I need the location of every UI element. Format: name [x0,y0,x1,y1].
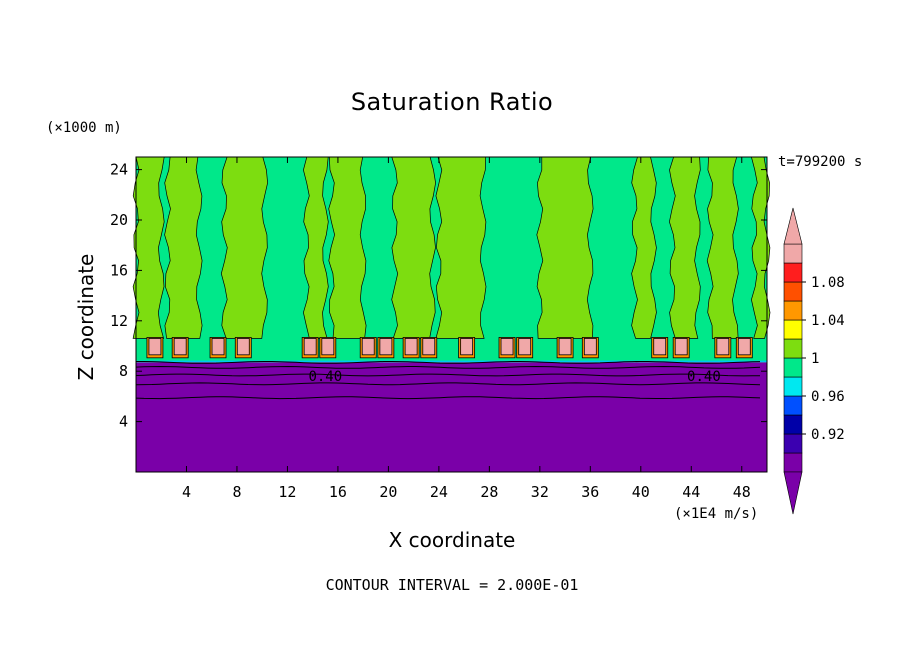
contour-line [135,396,761,400]
contour-line [135,382,761,386]
wet-column [435,156,487,339]
legend-swatch [783,395,803,416]
supersaturated-cell [303,338,317,356]
x-tick-label: 32 [531,483,549,501]
contour-line [136,361,761,364]
supersaturated-cell [422,338,436,356]
contour-label-group: 0.40 0.40 [308,369,720,385]
supersaturated-cell [653,338,667,356]
y-tick-label: 12 [110,312,128,330]
supersaturated-cell [211,338,225,356]
wet-column [536,156,594,339]
supersaturated-cells [146,337,753,359]
y-tick-label: 24 [110,161,128,179]
color-legend: 0.92 0.96 1 1.04 1.08 [783,207,845,515]
x-tick-label: 4 [182,483,191,501]
legend-swatch [783,376,803,397]
legend-label: 0.92 [811,427,845,443]
y-tick-label: 4 [119,413,128,431]
contour-line [135,373,761,377]
x-tick-label: 20 [379,483,397,501]
legend-swatch [783,357,803,378]
x-axis-label: X coordinate [388,528,516,552]
legend-swatch [783,319,803,340]
contour-lines [135,361,761,400]
y-tick-label: 20 [110,211,128,229]
wet-column [328,156,367,339]
supersaturated-cell [404,338,418,356]
legend-swatch [783,452,803,473]
legend-swatch [783,414,803,435]
wet-column [391,156,436,339]
wet-column [220,156,268,339]
supersaturated-cell [518,338,532,356]
wet-column [669,156,701,339]
legend-swatch [783,262,803,283]
supersaturated-cell [173,338,187,356]
contour-line [135,365,761,369]
supersaturated-cell [716,338,730,356]
legend-label: 0.96 [811,389,845,405]
x-tick-label: 16 [329,483,347,501]
supersaturated-cell [558,338,572,356]
y-tick-label: 8 [119,362,128,380]
x-tick-label: 12 [278,483,296,501]
x-tick-label: 8 [232,483,241,501]
x-tick-label: 44 [682,483,700,501]
supersaturated-cell [148,338,162,356]
wet-column [631,156,657,339]
time-label: t=799200 s [778,154,863,170]
supersaturated-cell [321,338,335,356]
wet-column [132,156,165,339]
legend-label: 1 [811,351,819,367]
legend-swatch [783,338,803,359]
plot-field [132,156,771,472]
supersaturated-cell [379,338,393,356]
supersaturated-cell [361,338,375,356]
contour-label: 0.40 [308,369,342,385]
legend-swatch [783,300,803,321]
x-tick-label: 28 [480,483,498,501]
contour-label: 0.40 [687,369,721,385]
contour-interval-label: CONTOUR INTERVAL = 2.000E-01 [325,576,579,594]
chart-title: Saturation Ratio [350,88,554,116]
x-tick-label: 40 [632,483,650,501]
legend-min-arrow [783,471,803,515]
wet-column [164,156,203,339]
supersaturated-cell [583,338,597,356]
legend-swatch [783,281,803,302]
x-tick-label: 48 [733,483,751,501]
legend-max-arrow [783,207,803,245]
x-tick-label: 36 [581,483,599,501]
plot-frame [135,156,768,473]
legend-label: 1.08 [811,275,845,291]
supersaturated-cell [460,338,474,356]
legend-label: 1.04 [811,313,845,329]
legend-swatch [783,243,803,264]
wet-column [750,156,771,339]
x-tick-label: 24 [430,483,448,501]
dry-region [136,362,767,472]
legend-swatch [783,433,803,454]
supersaturated-cell [236,338,250,356]
supersaturated-cell [674,338,688,356]
supersaturated-cell [500,338,514,356]
x-axis-unit: (×1E4 m/s) [674,506,759,522]
y-axis-unit: (×1000 m) [46,120,122,136]
supersaturated-cell [737,338,751,356]
y-tick-label: 16 [110,261,128,279]
